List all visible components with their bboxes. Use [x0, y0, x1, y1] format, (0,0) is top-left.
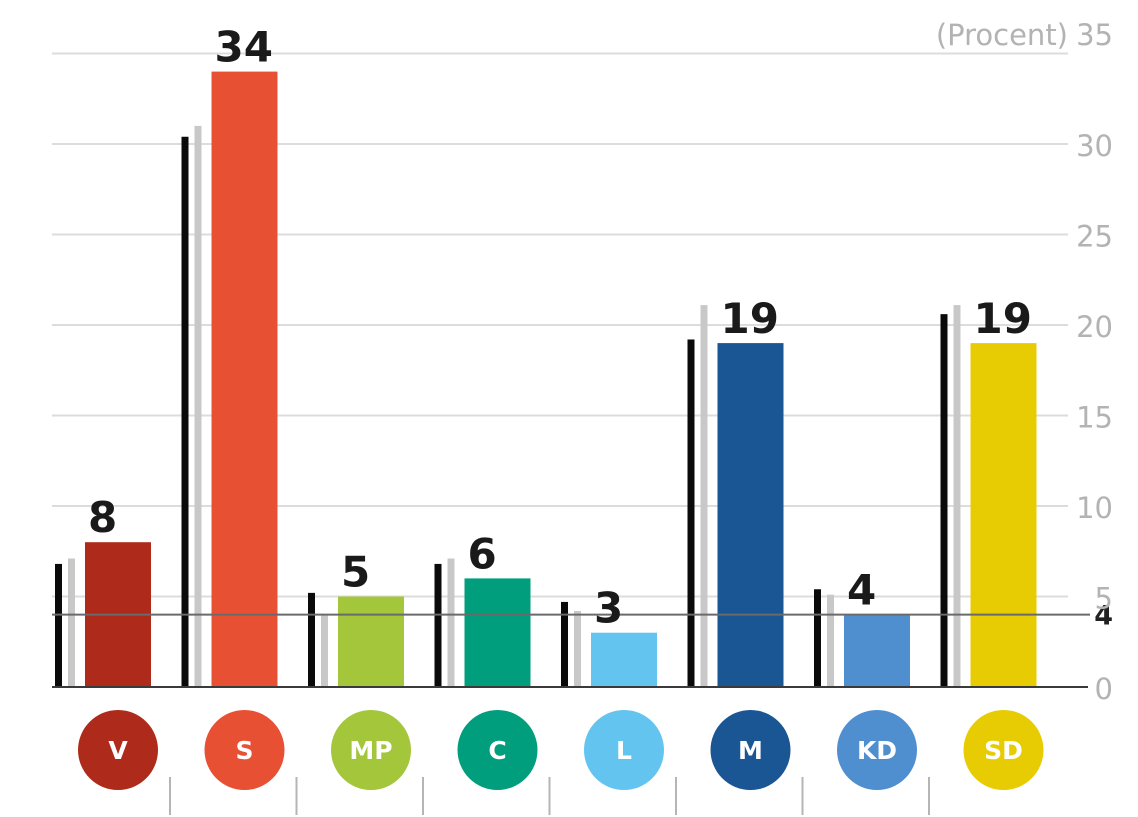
party-badge-mp — [331, 710, 411, 790]
party-label-sd: SD — [984, 736, 1023, 765]
bar-reference-gray-kd — [827, 594, 834, 687]
gridlines — [52, 52, 1068, 598]
bar-l — [591, 632, 657, 687]
y-tick-label: 5 — [1095, 582, 1113, 616]
party-label-kd: KD — [857, 736, 897, 765]
y-tick-label: 20 — [1076, 310, 1113, 344]
bar-reference-black-l — [561, 601, 568, 687]
party-label-l: L — [616, 736, 632, 765]
value-label-kd: 4 — [847, 566, 876, 615]
party-label-c: C — [488, 736, 506, 765]
party-badges: V S MP C L M KD SD — [78, 710, 1044, 790]
y-tick-label: 30 — [1076, 129, 1113, 163]
bar-sd — [970, 343, 1037, 687]
y-tick-label: 35 — [1076, 18, 1113, 52]
party-label-mp: MP — [349, 736, 392, 765]
y-axis-unit-label: (Procent) — [936, 18, 1068, 52]
party-label-m: M — [738, 736, 763, 765]
bar-reference-black-mp — [308, 592, 315, 687]
value-label-v: 8 — [88, 493, 117, 542]
party-badge-s — [204, 710, 285, 790]
value-label-s: 34 — [215, 23, 273, 72]
bar-reference-gray-s — [194, 125, 202, 687]
bar-reference-black-m — [687, 339, 695, 687]
value-label-l: 3 — [594, 584, 623, 633]
bar-reference-black-s — [181, 136, 189, 687]
bars — [55, 71, 1037, 688]
bar-s — [211, 71, 278, 688]
y-tick-label: 15 — [1076, 401, 1113, 435]
value-label-sd: 19 — [974, 294, 1032, 343]
y-tick-label: 10 — [1076, 491, 1113, 525]
category-separators — [169, 777, 930, 815]
value-label-m: 19 — [721, 294, 779, 343]
bar-c — [464, 578, 531, 687]
threshold-line: 4 — [52, 601, 1113, 632]
value-label-mp: 5 — [341, 548, 370, 597]
bar-mp — [338, 596, 404, 687]
party-badge-v — [78, 710, 158, 790]
y-axis-tick-labels: 0 5 10 15 20 25 30 35 — [1076, 18, 1113, 706]
party-badge-c — [457, 710, 538, 790]
party-badge-sd — [963, 710, 1044, 790]
bar-reference-black-sd — [940, 314, 948, 687]
party-label-v: V — [108, 736, 128, 765]
bar-reference-gray-v — [68, 558, 75, 687]
bar-reference-black-kd — [814, 589, 821, 687]
bar-kd — [844, 614, 910, 687]
party-badge-m — [710, 710, 791, 790]
bar-reference-black-c — [434, 563, 442, 687]
bar-reference-gray-l — [574, 610, 581, 687]
y-tick-label: 25 — [1076, 220, 1113, 254]
y-tick-label: 0 — [1095, 672, 1113, 706]
bar-reference-gray-m — [700, 305, 708, 687]
party-label-s: S — [235, 736, 253, 765]
bar-reference-gray-sd — [953, 305, 961, 687]
bar-reference-gray-mp — [321, 614, 328, 687]
bar-m — [717, 343, 784, 687]
value-labels: 8 34 5 6 3 19 4 19 — [88, 23, 1032, 633]
party-badge-l — [584, 710, 664, 790]
party-badge-kd — [837, 710, 917, 790]
value-label-c: 6 — [468, 529, 497, 578]
threshold-label: 4 — [1094, 601, 1113, 632]
bar-reference-black-v — [55, 563, 62, 687]
bar-reference-gray-c — [447, 558, 455, 687]
